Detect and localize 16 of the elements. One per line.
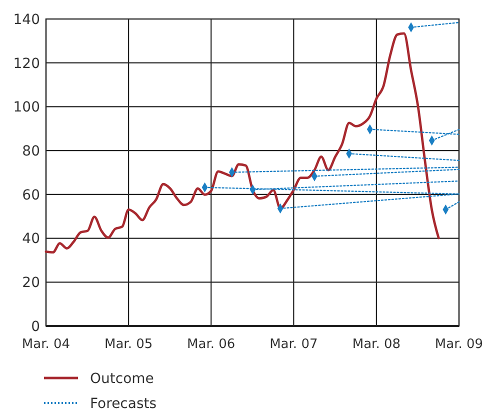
x-tick-label: Mar. 09 — [434, 337, 484, 352]
x-tick-label: Mar. 06 — [187, 337, 236, 352]
y-tick-label: 120 — [13, 56, 40, 72]
x-tick-label: Mar. 04 — [22, 337, 70, 352]
y-tick-label: 140 — [13, 12, 40, 28]
y-tick-label: 0 — [31, 318, 40, 335]
y-tick-label: 80 — [22, 143, 40, 160]
legend-label: Outcome — [90, 370, 154, 387]
legend-label: Forecasts — [90, 396, 157, 409]
y-tick-label: 20 — [22, 275, 40, 292]
x-tick-label: Mar. 08 — [352, 337, 401, 352]
y-tick-label: 60 — [22, 187, 40, 204]
x-tick-label: Mar. 05 — [104, 337, 153, 352]
x-tick-label: Mar. 07 — [270, 337, 318, 352]
y-tick-label: 100 — [13, 100, 40, 116]
y-tick-label: 40 — [22, 231, 40, 248]
